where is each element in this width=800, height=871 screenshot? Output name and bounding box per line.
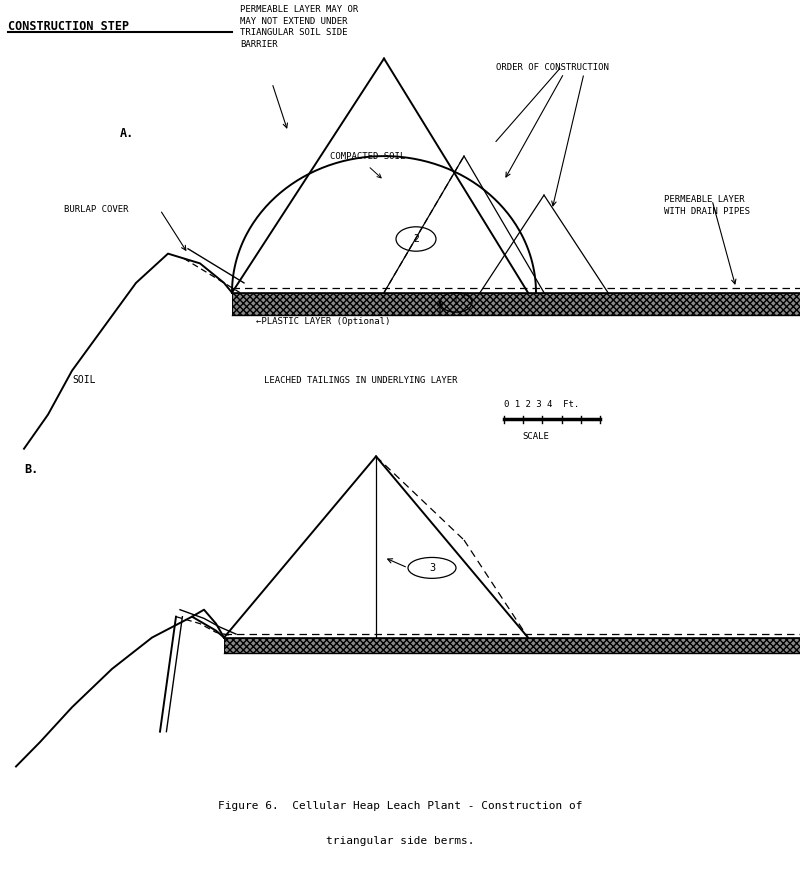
Text: CONSTRUCTION STEP: CONSTRUCTION STEP [8, 19, 129, 32]
Text: PERMEABLE LAYER
WITH DRAIN PIPES: PERMEABLE LAYER WITH DRAIN PIPES [664, 195, 750, 216]
Text: 1: 1 [454, 298, 458, 307]
Text: SOIL: SOIL [72, 375, 95, 386]
Text: triangular side berms.: triangular side berms. [326, 835, 474, 846]
Text: ←PLASTIC LAYER (Optional): ←PLASTIC LAYER (Optional) [256, 317, 390, 327]
Text: 0 1 2 3 4  Ft.: 0 1 2 3 4 Ft. [504, 401, 579, 409]
Text: ORDER OF CONSTRUCTION: ORDER OF CONSTRUCTION [496, 64, 609, 72]
Text: Figure 6.  Cellular Heap Leach Plant - Construction of: Figure 6. Cellular Heap Leach Plant - Co… [218, 800, 582, 811]
Text: SCALE: SCALE [522, 432, 550, 441]
Text: BURLAP COVER: BURLAP COVER [64, 206, 129, 214]
Text: LEACHED TAILINGS IN UNDERLYING LAYER: LEACHED TAILINGS IN UNDERLYING LAYER [264, 376, 458, 385]
Text: PERMEABLE LAYER MAY OR
MAY NOT EXTEND UNDER
TRIANGULAR SOIL SIDE
BARRIER: PERMEABLE LAYER MAY OR MAY NOT EXTEND UN… [240, 5, 358, 50]
Text: A.: A. [120, 127, 134, 140]
Bar [232, 293, 800, 314]
Text: 2: 2 [413, 234, 419, 244]
Bar [224, 638, 800, 653]
Text: COMPACTED SOIL: COMPACTED SOIL [330, 152, 406, 160]
Text: B.: B. [24, 463, 38, 476]
Text: 3: 3 [429, 563, 435, 573]
